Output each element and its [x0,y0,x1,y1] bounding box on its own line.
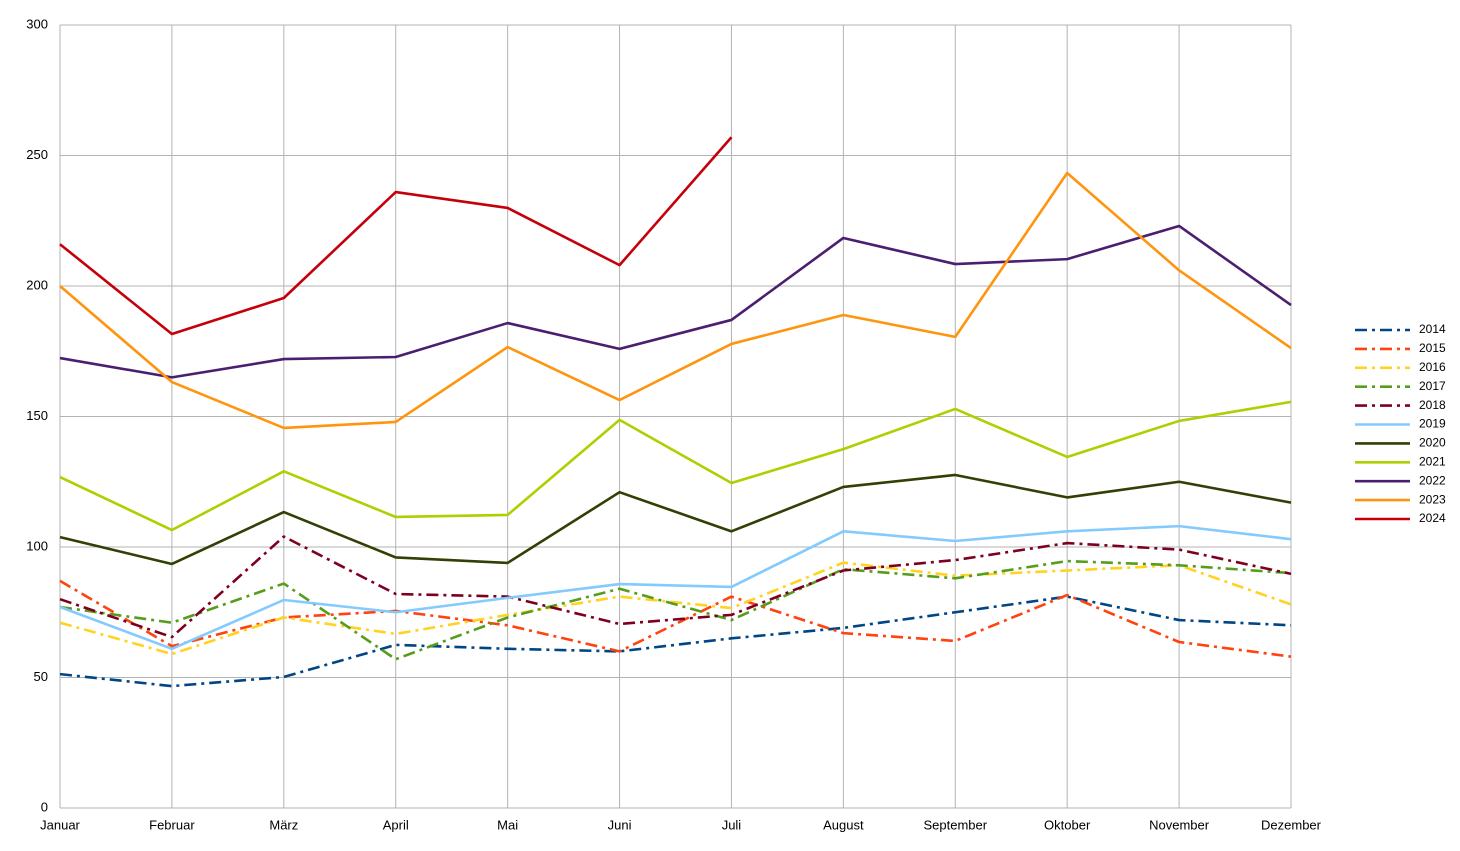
legend-label: 2018 [1419,398,1446,412]
legend-label: 2020 [1419,436,1446,450]
legend-label: 2023 [1419,492,1446,506]
series-line [59,473,1292,566]
series-line [59,171,1292,430]
legend-label: 2016 [1419,360,1446,374]
x-tick-label: Dezember [1261,817,1322,832]
x-tick-label: September [923,817,987,832]
y-tick-label: 300 [26,16,48,31]
legend-label: 2024 [1419,511,1446,525]
x-tick-label: Oktober [1044,817,1091,832]
x-tick-label: November [1149,817,1210,832]
series-line [59,561,1292,656]
series-line [59,524,1292,651]
series-line [59,595,1292,688]
series-line [59,400,1292,532]
x-tick-label: April [383,817,409,832]
series-line [59,559,1292,661]
x-tick-label: Mai [497,817,518,832]
y-tick-label: 200 [26,277,48,292]
x-tick-label: März [269,817,298,832]
y-tick-label: 150 [26,408,48,423]
legend-label: 2019 [1419,417,1446,431]
legend: 2014 2015 2016 2017 2018 2019 2020 2021 2022 2023… [1355,322,1446,525]
y-tick-label: 250 [26,147,48,162]
x-tick-label: Juni [608,817,632,832]
x-tick-label: Juli [722,817,742,832]
y-tick-label: 100 [26,538,48,553]
series-line [59,579,1292,658]
legend-label: 2021 [1419,454,1446,468]
series-line [59,224,1292,379]
y-tick-label: 50 [34,669,48,684]
y-tick-label: 0 [41,799,48,814]
x-tick-label: Februar [149,817,195,832]
x-tick-label: August [823,817,864,832]
legend-label: 2017 [1419,379,1446,393]
x-tick-label: Januar [40,817,80,832]
legend-label: 2022 [1419,473,1446,487]
series-line [59,535,1292,639]
legend-label: 2014 [1419,322,1446,336]
series-line [59,136,733,336]
legend-label: 2015 [1419,341,1446,355]
